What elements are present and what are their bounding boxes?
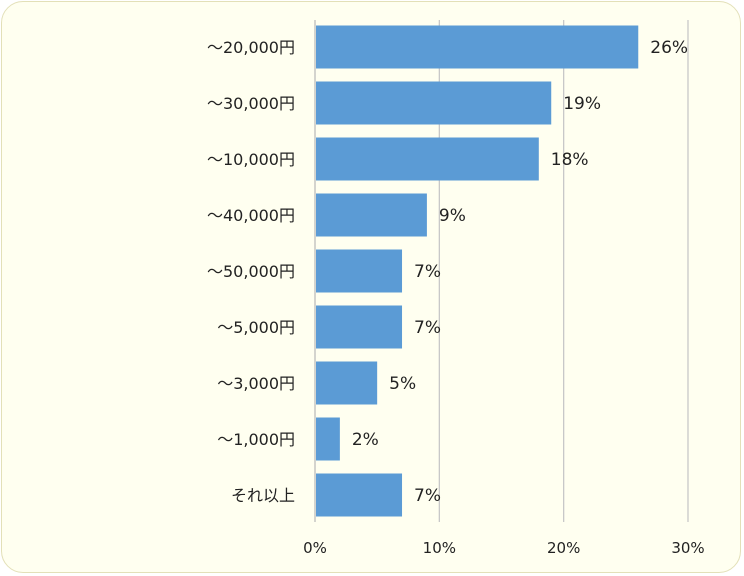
- category-labels: ～20,000円 ～30,000円 ～10,000円 ～40,000円 ～50,000円…: [207, 38, 295, 505]
- category-label: ～30,000円: [207, 94, 295, 113]
- bar: [316, 81, 552, 125]
- bar: [316, 361, 378, 405]
- bar: [316, 305, 403, 349]
- bar: [316, 25, 639, 69]
- bar: [316, 473, 403, 517]
- category-label: ～40,000円: [207, 206, 295, 225]
- category-label: それ以上: [231, 486, 295, 505]
- category-label: ～3,000円: [217, 374, 295, 393]
- value-label: 7%: [414, 262, 441, 282]
- bars: [316, 25, 639, 517]
- x-tick-label: 30%: [671, 539, 704, 557]
- x-tick-label: 10%: [423, 539, 456, 557]
- x-tick-label: 20%: [547, 539, 580, 557]
- value-label: 2%: [352, 430, 379, 450]
- value-label: 26%: [650, 38, 688, 58]
- category-label: ～1,000円: [217, 430, 295, 449]
- value-labels: 26% 19% 18% 9% 7% 7% 5% 2% 7%: [352, 38, 688, 506]
- category-label: ～20,000円: [207, 38, 295, 57]
- value-label: 7%: [414, 486, 441, 506]
- x-tick-label: 0%: [303, 539, 327, 557]
- value-label: 5%: [389, 374, 416, 394]
- bar: [316, 249, 403, 293]
- bar: [316, 417, 340, 461]
- bar: [316, 193, 427, 237]
- value-label: 18%: [551, 150, 589, 170]
- value-label: 9%: [439, 206, 466, 226]
- bar: [316, 137, 539, 181]
- category-label: ～10,000円: [207, 150, 295, 169]
- x-axis-ticks: 0% 10% 20% 30%: [303, 539, 705, 557]
- category-label: ～50,000円: [207, 262, 295, 281]
- category-label: ～5,000円: [217, 318, 295, 337]
- value-label: 7%: [414, 318, 441, 338]
- value-label: 19%: [563, 94, 601, 114]
